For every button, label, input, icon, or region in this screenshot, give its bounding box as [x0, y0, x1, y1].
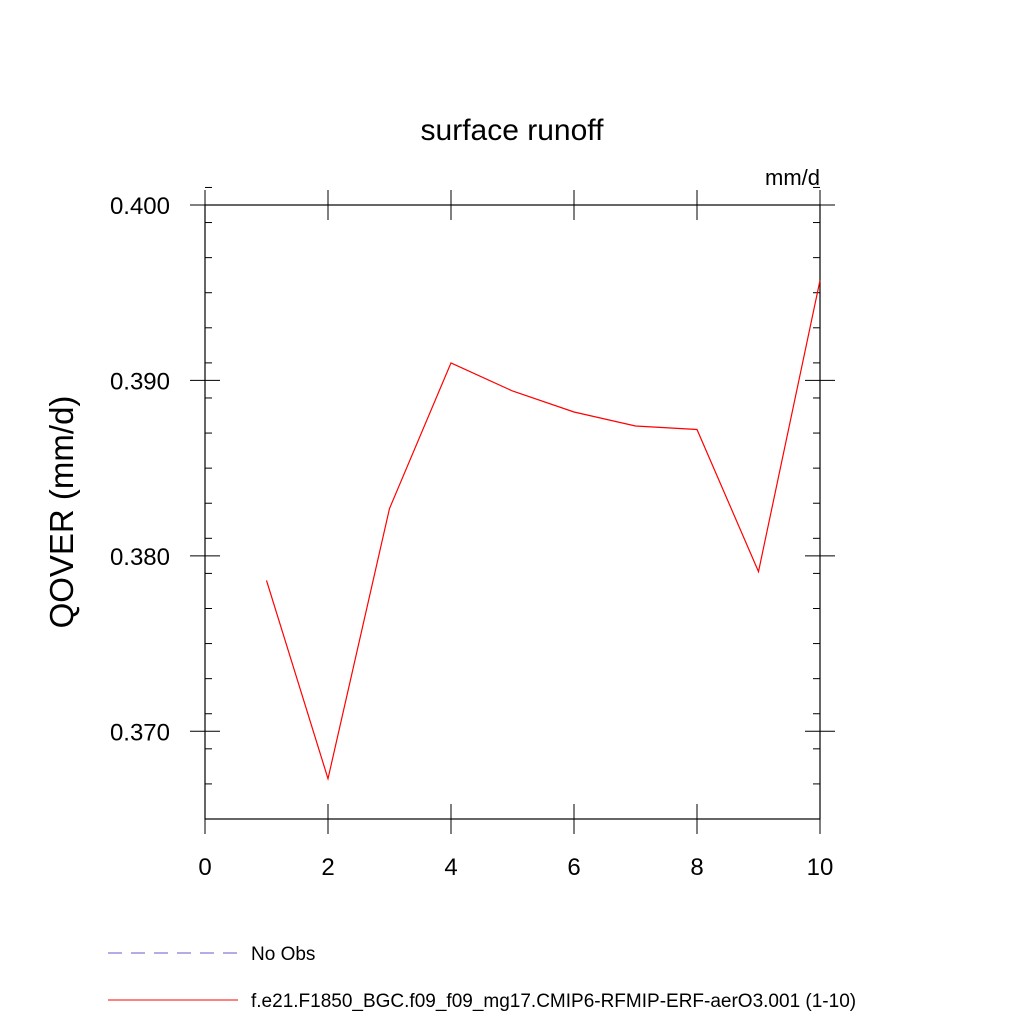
- y-tick-label: 0.380: [110, 544, 170, 571]
- series-layer: [265, 280, 821, 782]
- y-tick-label: 0.390: [110, 368, 170, 395]
- axis-ticks: 0 2 4 6 8 10 0.370 0.380 0.390 0.400: [110, 186, 835, 881]
- y-tick-label: 0.400: [110, 193, 170, 220]
- x-tick-label: 8: [690, 854, 703, 881]
- legend-label-0: No Obs: [251, 944, 315, 965]
- x-tick-label: 10: [807, 854, 834, 881]
- y-tick-label: 0.370: [110, 719, 170, 746]
- series-line-1: [265, 280, 821, 782]
- plot-frame: [204, 204, 821, 820]
- legend-label-1: f.e21.F1850_BGC.f09_f09_mg17.CMIP6-RFMIP…: [251, 991, 856, 1012]
- x-tick-label: 0: [198, 854, 211, 881]
- x-tick-label: 4: [444, 854, 457, 881]
- x-tick-label: 2: [321, 854, 334, 881]
- chart-title: surface runoff: [421, 114, 605, 147]
- legend: No Obs f.e21.F1850_BGC.f09_f09_mg17.CMIP6…: [108, 944, 856, 1012]
- x-tick-label: 6: [567, 854, 580, 881]
- y-axis-label: QOVER (mm/d): [43, 396, 80, 629]
- units-label: mm/d: [765, 165, 820, 190]
